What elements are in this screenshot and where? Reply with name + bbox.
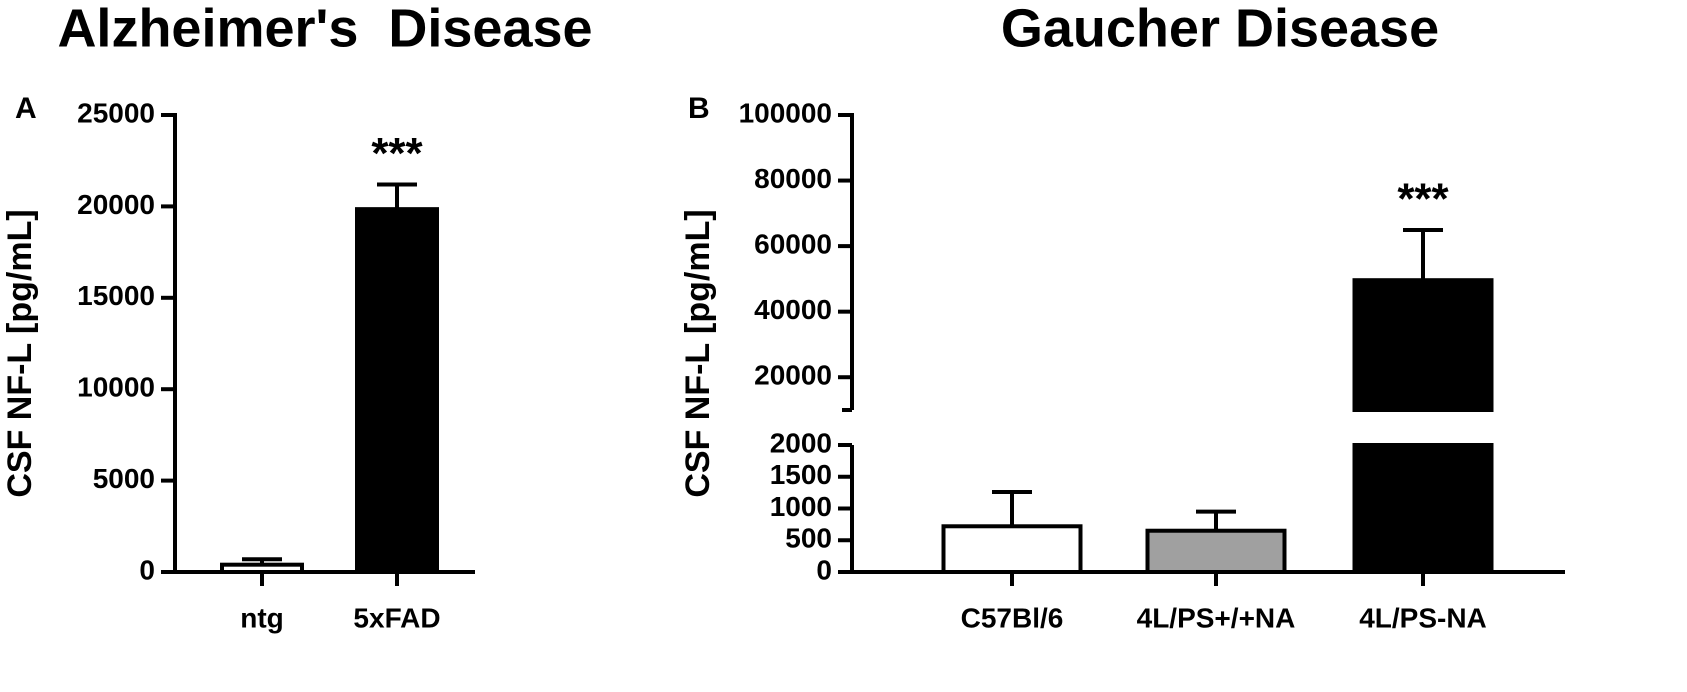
y-tick-label: 60000 (754, 229, 832, 260)
y-axis-label: CSF NF-L [pg/mL] (1, 209, 39, 497)
y-tick-label: 1500 (770, 459, 832, 490)
bar (1352, 443, 1494, 574)
x-tick-label: ntg (240, 602, 284, 633)
x-tick-label: 4L/PS-NA (1359, 602, 1487, 633)
y-tick-label: 500 (785, 523, 832, 554)
chart-title: Alzheimer's Disease (57, 0, 592, 58)
y-tick-label: 20000 (77, 189, 155, 220)
significance-label: *** (1397, 175, 1449, 224)
y-tick-label: 40000 (754, 294, 832, 325)
y-tick-label: 25000 (77, 97, 155, 128)
x-tick-label: C57Bl/6 (961, 602, 1064, 633)
y-tick-label: 2000 (770, 427, 832, 458)
y-tick-label: 0 (816, 554, 832, 585)
chart-title: Gaucher Disease (1001, 0, 1439, 58)
x-tick-label: 5xFAD (353, 602, 440, 633)
y-tick-label: 5000 (93, 463, 155, 494)
y-tick-label: 20000 (754, 360, 832, 391)
significance-label: *** (371, 129, 423, 178)
panel-label: B (688, 92, 710, 125)
y-tick-label: 0 (139, 554, 155, 585)
y-tick-label: 1000 (770, 491, 832, 522)
bar (355, 207, 439, 574)
y-tick-label: 15000 (77, 280, 155, 311)
bar (1352, 278, 1494, 413)
y-tick-label: 80000 (754, 163, 832, 194)
x-tick-label: 4L/PS+/+NA (1137, 602, 1296, 633)
y-axis-label: CSF NF-L [pg/mL] (679, 209, 717, 497)
y-tick-label: 100000 (739, 97, 832, 128)
y-tick-label: 10000 (77, 372, 155, 403)
bar (941, 524, 1083, 575)
bar (1145, 528, 1287, 574)
panel-label: A (15, 92, 37, 125)
bar (220, 562, 304, 574)
